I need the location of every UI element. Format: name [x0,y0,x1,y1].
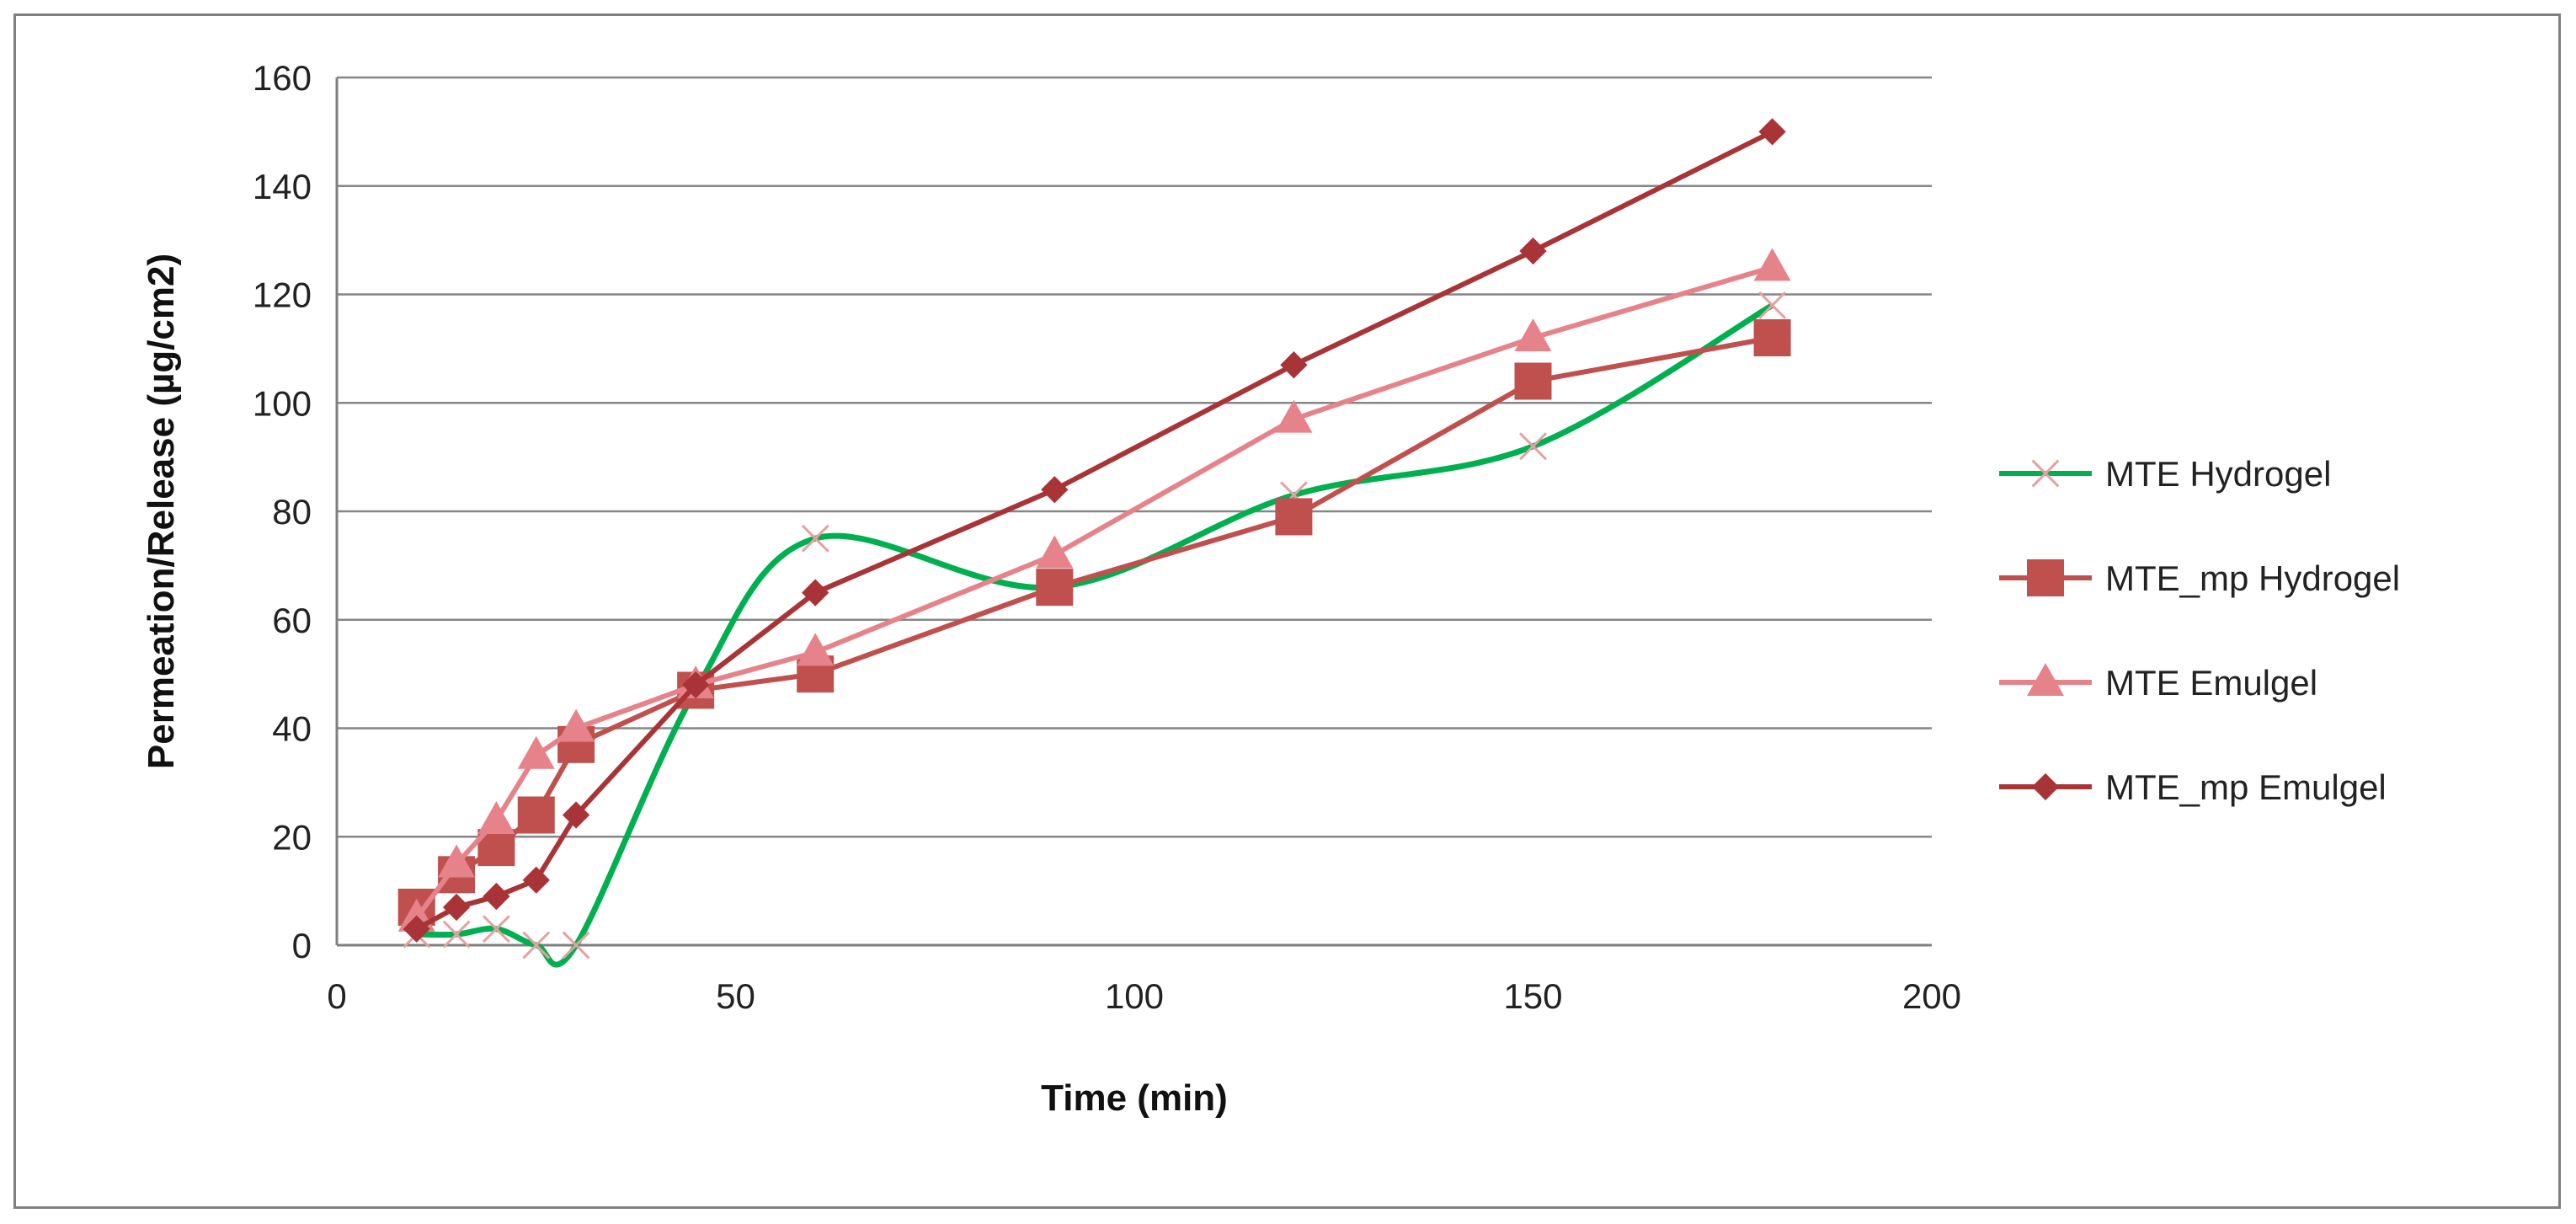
y-axis-title: Permeation/Release (µg/cm2) [141,254,182,769]
data-point [1280,351,1308,379]
data-point [802,579,829,607]
data-point [517,735,555,769]
data-point [797,633,835,666]
data-point [1758,118,1786,146]
y-tick-label: 160 [253,58,312,98]
data-point [1036,535,1074,569]
x-tick-label: 150 [1503,976,1562,1016]
y-tick-label: 140 [253,167,312,206]
series-line [414,265,1773,920]
data-point [562,931,590,959]
data-point [682,671,710,699]
data-point [1753,319,1791,356]
series-line [416,302,1774,968]
y-tick-label: 40 [272,709,312,749]
legend-marker [2031,772,2060,801]
data-point [403,915,430,943]
data-point [1036,569,1074,607]
data-point [522,866,550,894]
legend-label: MTE Hydrogel [2105,454,2331,494]
data-point [557,708,595,742]
chart-frame [13,13,2561,1209]
legend[interactable]: MTE Hydrogel MTE_mp Hydrogel MTE Emulgel MT… [1999,454,2400,807]
legend-item[interactable]: MTE Emulgel [1999,663,2317,703]
legend-marker [2027,663,2064,696]
legend-item[interactable]: MTE_mp Emulgel [1999,767,2387,807]
data-point [1041,476,1069,504]
data-point [1519,237,1547,265]
data-point [482,915,510,943]
legend-marker [2031,459,2060,488]
data-point [1514,362,1552,400]
data-point [517,796,555,834]
y-tick-label: 0 [292,926,312,965]
y-tick-labels: 0 20 40 60 80 100 120 140 160 [253,58,312,965]
legend-label: MTE_mp Emulgel [2105,767,2387,807]
series-mte-mp-emulgel [403,118,1786,943]
series-mte-mp-hydrogel [397,319,1791,926]
series-layer [397,118,1791,968]
data-point [801,524,829,553]
data-point [438,844,476,878]
axes [335,78,1932,947]
data-point [522,931,551,959]
data-point [1519,432,1547,461]
x-tick-label: 0 [327,976,346,1016]
x-axis-title: Time (min) [1041,1077,1228,1119]
data-point [1275,399,1313,433]
data-point [483,882,510,911]
data-point [1275,498,1313,536]
x-tick-label: 200 [1902,976,1961,1016]
data-point [1753,248,1791,281]
legend-item[interactable]: MTE_mp Hydrogel [1999,559,2400,598]
series-mte-emulgel [397,248,1791,932]
series-mte-hydrogel [403,291,1787,968]
y-tick-label: 20 [272,817,312,857]
series-line [414,335,1773,910]
legend-label: MTE_mp Hydrogel [2105,559,2400,598]
legend-marker [2027,559,2064,596]
data-point [442,893,471,922]
legend-item[interactable]: MTE Hydrogel [1999,454,2331,494]
data-point [477,800,515,834]
x-tick-label: 50 [716,976,755,1016]
data-point [1758,291,1787,319]
data-point [1514,318,1552,351]
y-tick-label: 80 [272,492,312,532]
y-tick-label: 60 [272,601,312,640]
data-point [442,920,471,949]
legend-label: MTE Emulgel [2105,663,2317,703]
data-point [562,801,590,829]
y-tick-label: 120 [253,275,312,315]
x-tick-labels: 0 50 100 150 200 [327,976,1961,1016]
x-tick-label: 100 [1105,976,1164,1016]
y-tick-label: 100 [253,383,312,423]
